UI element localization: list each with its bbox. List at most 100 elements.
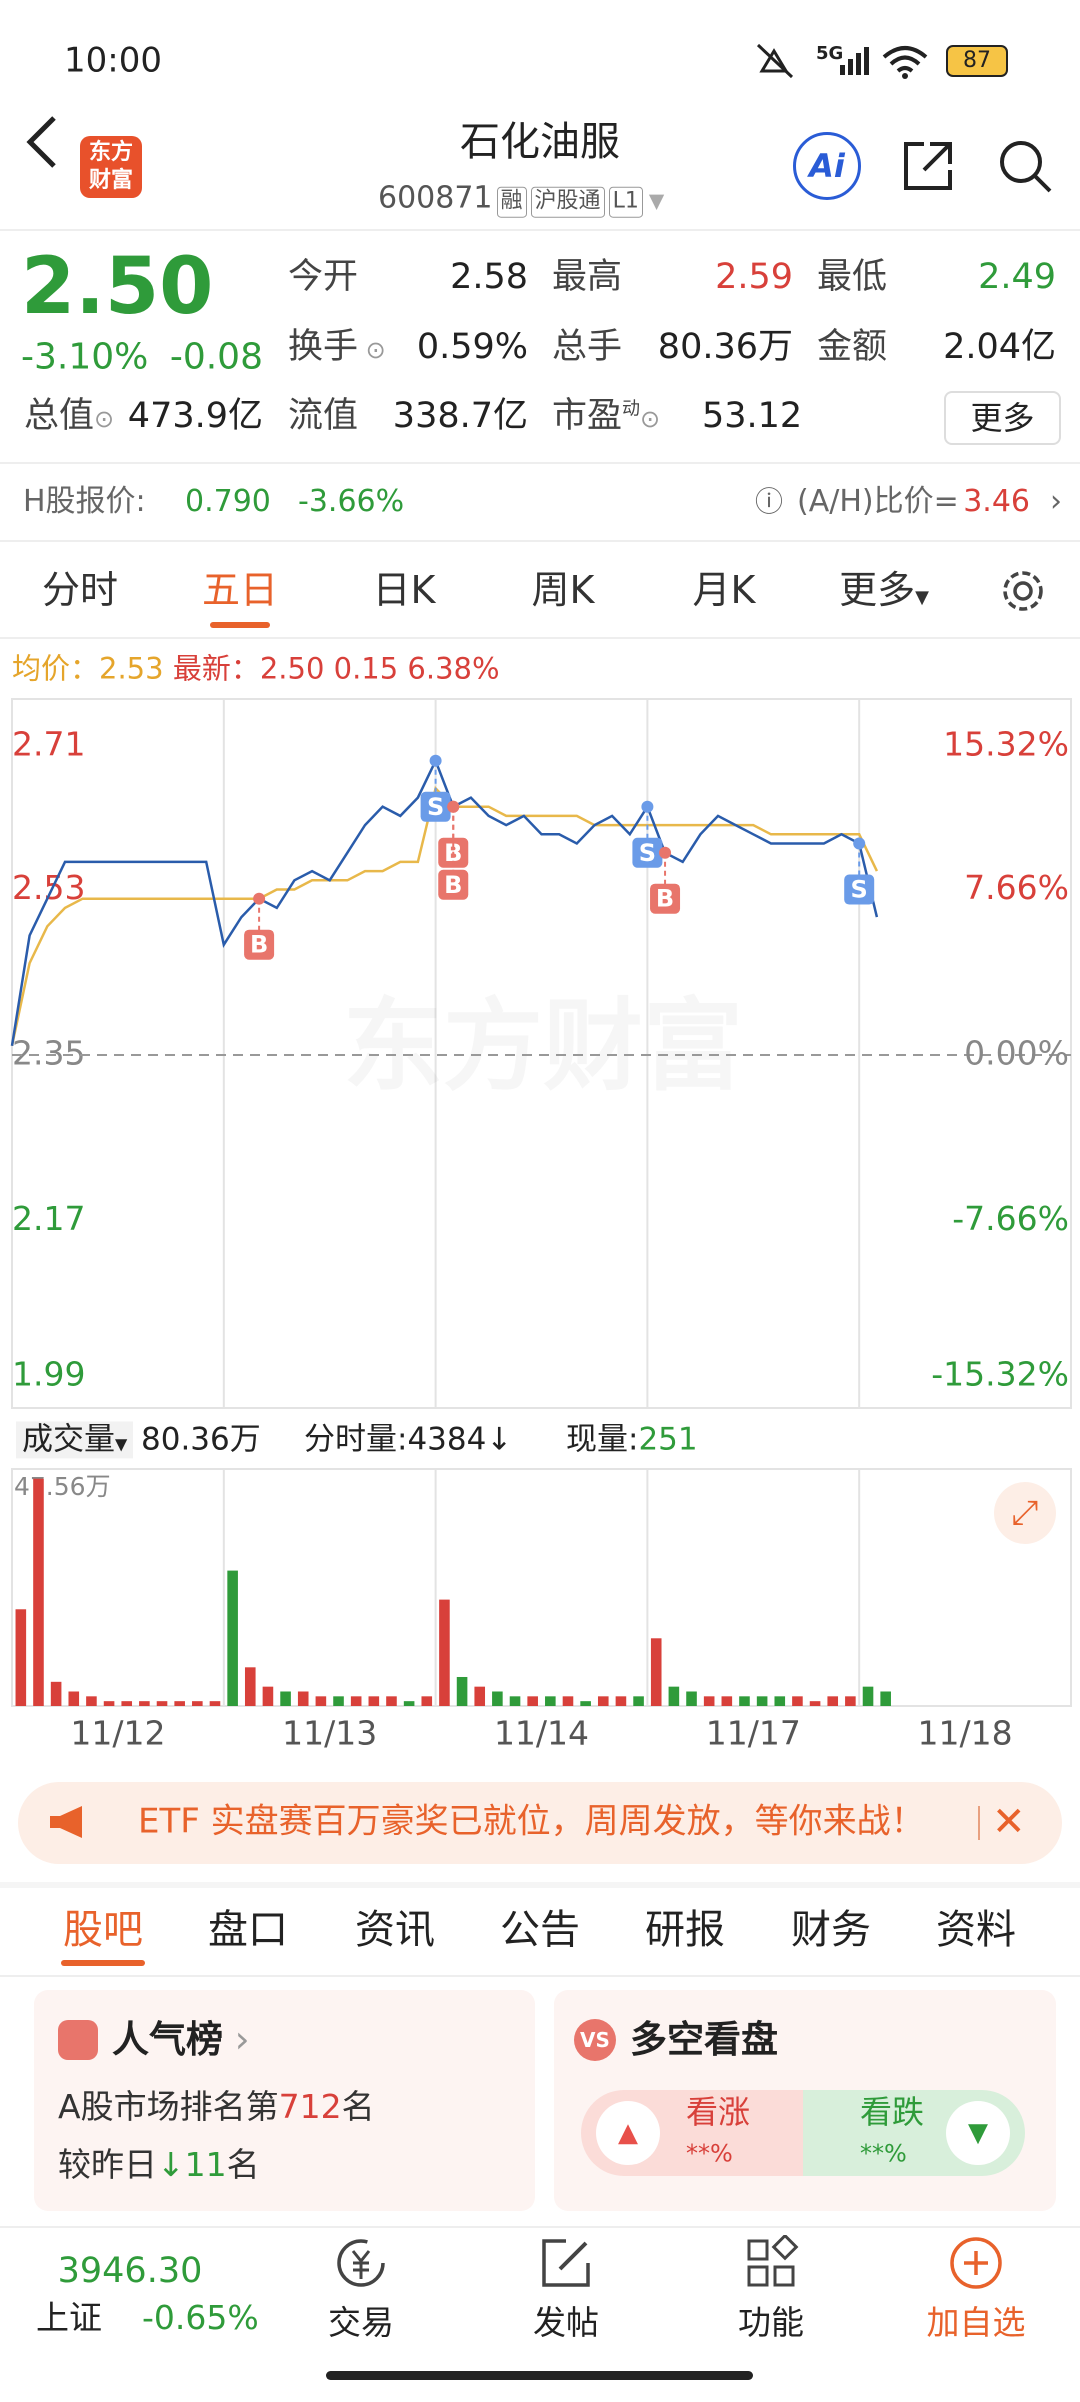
volume-bar: [509, 1696, 521, 1706]
content-tab[interactable]: 资料: [936, 1907, 1016, 1953]
stat-label: 流值: [288, 396, 359, 436]
period-tab[interactable]: 月K: [692, 568, 756, 613]
ai-button[interactable]: Ai: [793, 132, 861, 200]
volume-bar: [103, 1701, 115, 1706]
period-tab[interactable]: 更多▼: [839, 568, 929, 613]
period-tab[interactable]: 分时: [41, 568, 119, 613]
trade-label: S: [851, 876, 868, 904]
x-tick-label: 11/18: [918, 1714, 1013, 1753]
banner-divider: [978, 1806, 980, 1840]
volume-current: 现量:251: [566, 1421, 698, 1458]
volume-bar: [315, 1696, 327, 1706]
status-icons: [756, 43, 869, 79]
trade-label: S: [427, 793, 444, 821]
content-tab[interactable]: 财务: [791, 1907, 871, 1953]
tag: 融: [496, 186, 527, 218]
chevron[interactable]: ›: [1050, 484, 1062, 519]
period-tab[interactable]: 周K: [531, 568, 595, 613]
stat-value: 2.58: [450, 257, 528, 297]
stat-label: 金额: [817, 327, 888, 367]
y2-tick-label: -7.66%: [952, 1199, 1069, 1238]
volume-bar: [368, 1696, 380, 1706]
volume-bar: [562, 1696, 574, 1706]
volume-bar: [386, 1696, 397, 1706]
price-line: [10, 757, 879, 1046]
trade-badge: [420, 791, 451, 822]
volume-bar: [615, 1696, 627, 1706]
trade-label: B: [250, 931, 268, 959]
period-tab-active[interactable]: 五日: [201, 568, 279, 613]
volume-slot-value: 4384: [407, 1421, 487, 1458]
bull-icon: ▲: [596, 2101, 660, 2165]
volume-bar: [456, 1676, 468, 1706]
stat-label: 最高: [552, 257, 623, 297]
volume-bar: [792, 1696, 803, 1706]
volume-bar: [545, 1696, 556, 1706]
trade-label: B: [656, 885, 674, 913]
y2-tick-label: -15.32%: [931, 1355, 1069, 1394]
divider: [0, 229, 1080, 231]
stat-label: 总值⊙: [24, 396, 115, 436]
volume-bar: [686, 1691, 697, 1706]
banner[interactable]: [18, 1782, 1062, 1864]
settings-button[interactable]: [998, 566, 1048, 616]
content-tab[interactable]: 公告: [500, 1907, 580, 1953]
volume-bar: [809, 1701, 821, 1706]
trade-label: B: [444, 871, 462, 899]
nav-item[interactable]: 功能: [738, 2303, 804, 2343]
stock-code: 600871: [378, 180, 493, 216]
tab-underline: [210, 622, 270, 628]
legend-extra: 6.38%: [407, 651, 500, 686]
nav-item[interactable]: 发帖: [533, 2303, 599, 2343]
rank-num: 11: [184, 2145, 227, 2185]
status-network: 5G: [816, 43, 844, 65]
volume-bar: [597, 1696, 609, 1706]
h-share-price: 0.790: [185, 484, 271, 519]
content-tab-active[interactable]: 股吧: [63, 1907, 143, 1953]
content-tab[interactable]: 盘口: [208, 1907, 288, 1953]
search-button[interactable]: [996, 137, 1054, 195]
share-button[interactable]: [900, 138, 956, 194]
rank-icon: [58, 2020, 98, 2060]
app-logo: 东方财富: [80, 136, 142, 198]
x-tick-label: 11/17: [706, 1714, 801, 1753]
volume-selector[interactable]: 成交量▼: [16, 1421, 134, 1459]
stat-value: 53.12: [702, 396, 803, 436]
nav-item[interactable]: 交易: [328, 2303, 394, 2343]
volume-bar: [739, 1696, 750, 1706]
status-time: 10:00: [64, 40, 162, 81]
bull-label: 看涨: [686, 2092, 751, 2131]
content-tab[interactable]: 资讯: [355, 1907, 435, 1953]
volume-current-value: 251: [638, 1421, 698, 1458]
change-pct: -3.10%: [21, 336, 149, 378]
x-tick-label: 11/13: [282, 1714, 377, 1753]
volume-selector-text: 成交量: [22, 1421, 115, 1458]
rank-card[interactable]: [34, 1990, 535, 2211]
back-button[interactable]: [22, 112, 62, 172]
vote-title: 多空看盘: [630, 2017, 778, 2061]
volume-bar: [192, 1701, 203, 1706]
more-button[interactable]: 更多: [944, 391, 1061, 445]
stat-label: 市盈动⊙: [552, 396, 661, 436]
period-tab[interactable]: 日K: [372, 568, 436, 613]
content-tab[interactable]: 研报: [645, 1907, 725, 1953]
ah-ratio: 3.46: [963, 484, 1030, 519]
volume-bar: [350, 1696, 362, 1706]
dropdown-icon[interactable]: ▼: [648, 188, 665, 213]
last-label: 最新：: [172, 651, 260, 686]
stat-label: 今开: [288, 257, 359, 297]
stat-value: 473.9亿: [127, 396, 263, 436]
divider: [0, 540, 1080, 542]
index-value[interactable]: 3946.30: [57, 2251, 203, 2291]
stat-label: 换手 ⊙: [288, 327, 386, 367]
volume-bar: [756, 1696, 768, 1706]
nav-item[interactable]: 加自选: [926, 2303, 1026, 2343]
volume-bar: [139, 1701, 150, 1706]
volume-bar: [244, 1667, 256, 1706]
expand-button[interactable]: ⤢: [994, 1482, 1056, 1544]
bear-pct: **%: [860, 2139, 907, 2168]
banner-close[interactable]: ✕: [992, 1799, 1026, 1845]
tab-underline: [61, 1960, 145, 1966]
help-icon[interactable]: ⓘ: [755, 485, 784, 519]
